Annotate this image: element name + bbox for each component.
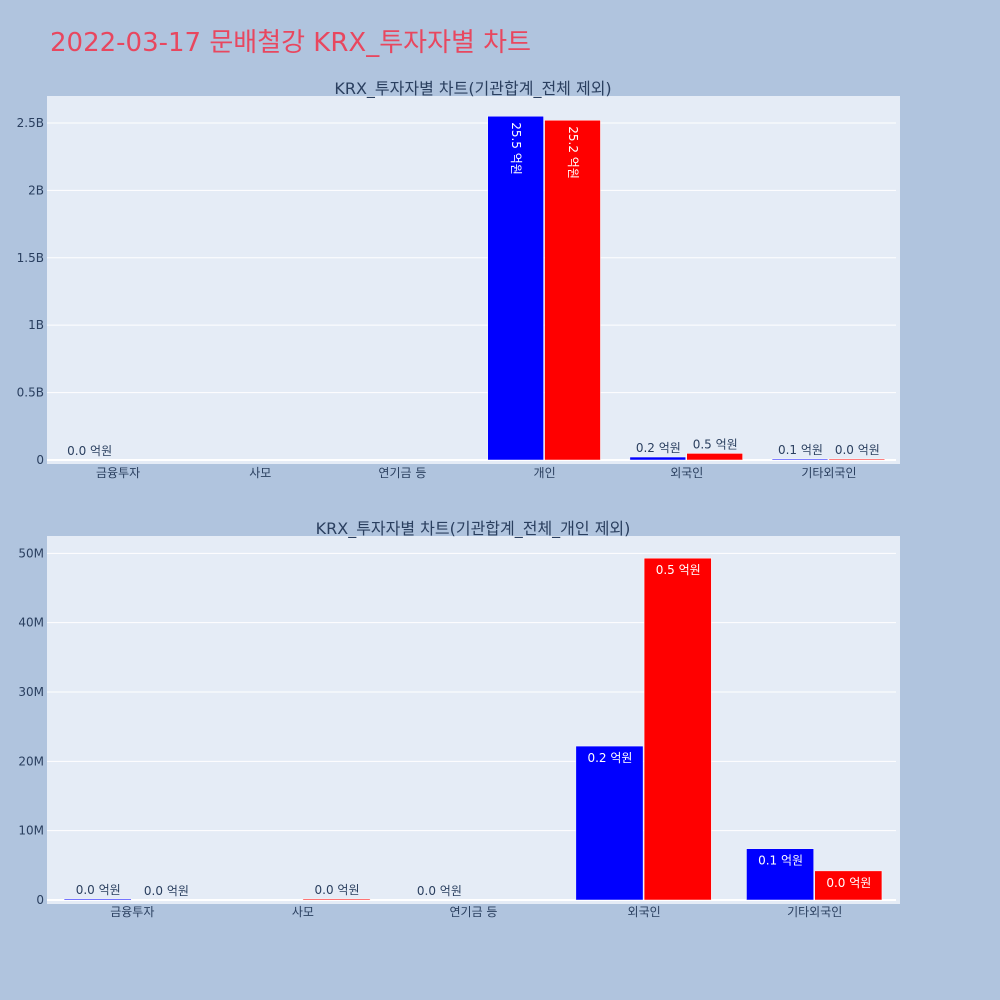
- chart-title: KRX_투자자별 차트(기관합계_전체_개인 제외): [316, 519, 631, 539]
- data-label: 0.0 억원: [67, 444, 112, 458]
- plot-area: [47, 96, 900, 464]
- chart-title: KRX_투자자별 차트(기관합계_전체 제외): [334, 79, 611, 99]
- x-ticks: 금융투자 사모 연기금 등 외국인 기타외국인: [110, 905, 842, 919]
- x-tick-label: 기타외국인: [787, 905, 842, 919]
- data-label: 0.0 억원: [417, 884, 462, 898]
- bar: [575, 745, 644, 901]
- y-tick-label: 30M: [18, 685, 44, 699]
- y-ticks: 0 10M 20M 30M 40M 50M: [18, 546, 44, 907]
- data-label: 25.2 억원: [566, 126, 580, 179]
- y-tick-label: 2.5B: [17, 116, 44, 130]
- bar: [643, 557, 712, 901]
- y-tick-label: 20M: [18, 754, 44, 768]
- data-label: 0.1 억원: [758, 854, 803, 868]
- x-tick-label: 개인: [534, 466, 556, 480]
- x-tick-label: 사모: [292, 905, 314, 919]
- x-tick-label: 금융투자: [110, 905, 154, 919]
- chart-bottom: KRX_투자자별 차트(기관합계_전체_개인 제외) 0.0 억원 0.0 억원 0…: [18, 519, 900, 919]
- x-tick-label: 연기금 등: [378, 466, 426, 480]
- y-tick-label: 0: [36, 453, 44, 467]
- data-label: 0.2 억원: [587, 751, 632, 765]
- data-label: 0.2 억원: [636, 441, 681, 455]
- bar: [629, 456, 687, 461]
- x-tick-label: 사모: [249, 466, 271, 480]
- page-title: 2022-03-17 문배철강 KRX_투자자별 차트: [50, 28, 532, 58]
- data-label: 0.0 억원: [76, 883, 121, 897]
- y-tick-label: 2B: [28, 183, 44, 197]
- data-label: 0.0 억원: [835, 443, 880, 457]
- y-tick-label: 0.5B: [17, 386, 44, 400]
- plot-area: [47, 536, 900, 904]
- chart-top: KRX_투자자별 차트(기관합계_전체 제외) 0.0 억원 25.5 억원 25.…: [17, 79, 900, 480]
- bar: [814, 870, 883, 901]
- x-tick-label: 기타외국인: [801, 466, 856, 480]
- data-label: 0.0 억원: [315, 883, 360, 897]
- bars: 0.0 억원 0.0 억원 0.0 억원 0.0 억원 0.2 억원 0.5 억원 0.1 …: [63, 557, 883, 901]
- x-tick-label: 외국인: [670, 466, 703, 480]
- bar: [686, 453, 743, 461]
- bar: [771, 458, 829, 461]
- bar: [302, 898, 371, 901]
- data-label: 0.5 억원: [693, 437, 738, 451]
- bar: [63, 898, 132, 901]
- x-tick-label: 외국인: [628, 905, 661, 919]
- x-ticks: 금융투자 사모 연기금 등 개인 외국인 기타외국인: [96, 466, 857, 480]
- bar: [828, 458, 886, 461]
- bars: 0.0 억원 25.5 억원 25.2 억원 0.2 억원 0.5 억원 0.1 억원 0.…: [67, 115, 886, 461]
- y-tick-label: 40M: [18, 616, 44, 630]
- bar: [544, 120, 601, 461]
- y-tick-label: 1.5B: [17, 251, 44, 265]
- data-label: 0.1 억원: [778, 443, 823, 457]
- grid: [47, 122, 896, 461]
- bar: [487, 115, 544, 461]
- y-tick-label: 1B: [28, 318, 44, 332]
- data-label: 0.5 억원: [656, 563, 701, 577]
- data-label: 0.0 억원: [144, 884, 189, 898]
- data-label: 25.5 억원: [509, 122, 523, 175]
- y-tick-label: 10M: [18, 824, 44, 838]
- x-tick-label: 금융투자: [96, 466, 140, 480]
- data-label: 0.0 억원: [826, 876, 871, 890]
- bar: [746, 848, 814, 901]
- y-tick-label: 0: [36, 893, 44, 907]
- x-tick-label: 연기금 등: [450, 905, 498, 919]
- y-tick-label: 50M: [18, 546, 44, 560]
- y-ticks: 0 0.5B 1B 1.5B 2B 2.5B: [17, 116, 44, 467]
